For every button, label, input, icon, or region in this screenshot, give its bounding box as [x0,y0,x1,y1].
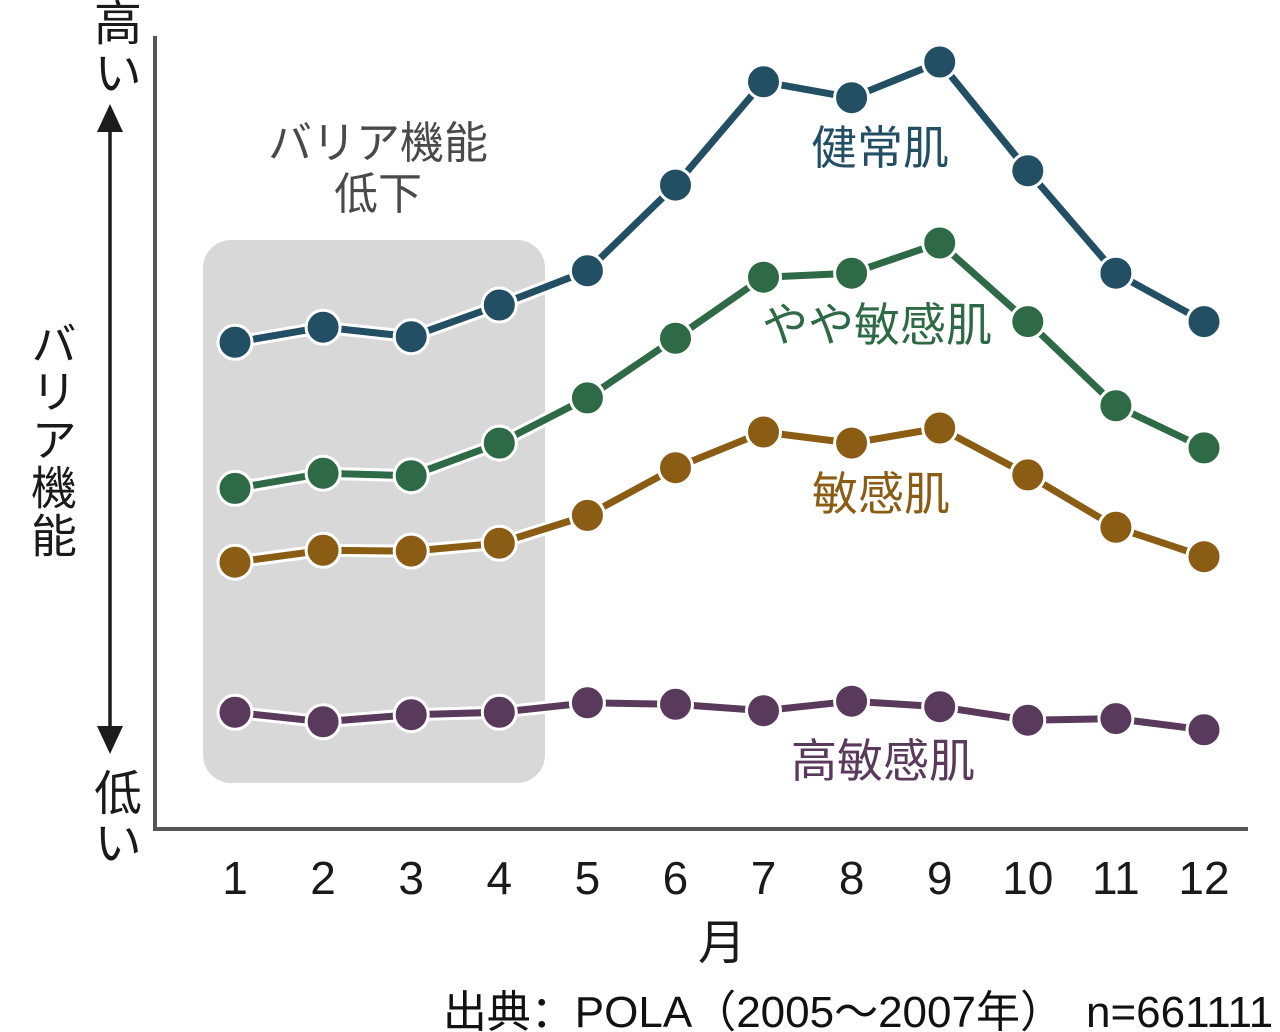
y-axis-title: バリア機能 [25,320,77,560]
data-point [304,454,342,492]
data-point [1097,508,1135,546]
data-point [833,682,871,720]
source-note: 出典：POLA（2005～2007年） n=661111 [442,988,1274,1032]
x-tick-label: 11 [1092,852,1140,904]
data-point [480,524,518,562]
data-point [392,457,430,495]
data-point [833,254,871,292]
data-point [1009,152,1047,190]
data-point [392,696,430,734]
data-point [657,685,694,723]
data-point [480,286,518,324]
data-point [1097,387,1135,425]
data-point [1185,711,1223,749]
series-label-sensitive-skin: 敏感肌 [812,468,950,520]
data-point [921,224,959,262]
data-point [657,166,694,204]
data-point [657,319,694,357]
data-point [745,258,782,296]
series-label-highly-sensitive-skin: 高敏感肌 [791,735,975,787]
highlight-region-label: バリア機能 低下 [268,119,488,219]
data-point [1185,429,1223,467]
x-tick-label: 9 [926,852,953,904]
data-point [1009,456,1047,494]
x-tick-label: 5 [574,852,601,904]
data-point [480,693,518,731]
data-point [1185,303,1223,341]
data-point [921,43,959,81]
x-tick-label: 2 [310,852,336,904]
data-point [1097,700,1135,738]
x-tick-label: 7 [750,852,777,904]
data-point [745,413,782,451]
data-point [392,318,430,356]
data-point [216,693,254,731]
data-point [392,532,430,570]
data-point [833,424,871,462]
data-point [833,79,871,117]
data-point [568,252,606,290]
data-point [568,684,606,722]
y-axis-high-label: 高い [86,0,139,98]
x-tick-label: 4 [486,852,513,904]
data-point [216,323,254,361]
data-point [568,379,606,417]
data-point [1185,538,1223,576]
data-point [745,692,782,730]
data-point [216,543,254,581]
x-tick-label: 6 [662,852,689,904]
x-tick-label: 10 [1002,852,1054,904]
data-point [1097,254,1135,292]
data-point [1009,701,1047,739]
series-layer [216,43,1223,749]
series-label-healthy-skin: 健常肌 [811,122,949,174]
data-point [304,703,342,741]
data-point [921,409,959,447]
data-point [745,63,782,101]
highlight-region [203,240,545,783]
x-axis-title: 月 [697,917,746,970]
down-arrowhead-icon [97,726,123,754]
x-tick-label: 3 [398,852,424,904]
x-tick-label: 1 [222,852,248,904]
x-tick-label: 12 [1178,852,1230,904]
data-point [304,308,342,346]
data-point [480,424,518,462]
data-point [1009,303,1047,341]
y-axis-range-arrow [97,104,123,754]
y-axis-low-label: 低い [86,768,139,868]
x-tick-label: 8 [838,852,865,904]
up-arrowhead-icon [97,104,123,132]
data-point [216,469,254,507]
data-point [657,449,694,487]
data-point [921,688,959,726]
data-point [568,496,606,534]
axes-lines [153,36,1248,831]
data-point [304,531,342,569]
series-label-slightly-sensitive-skin: やや敏感肌 [762,299,992,351]
